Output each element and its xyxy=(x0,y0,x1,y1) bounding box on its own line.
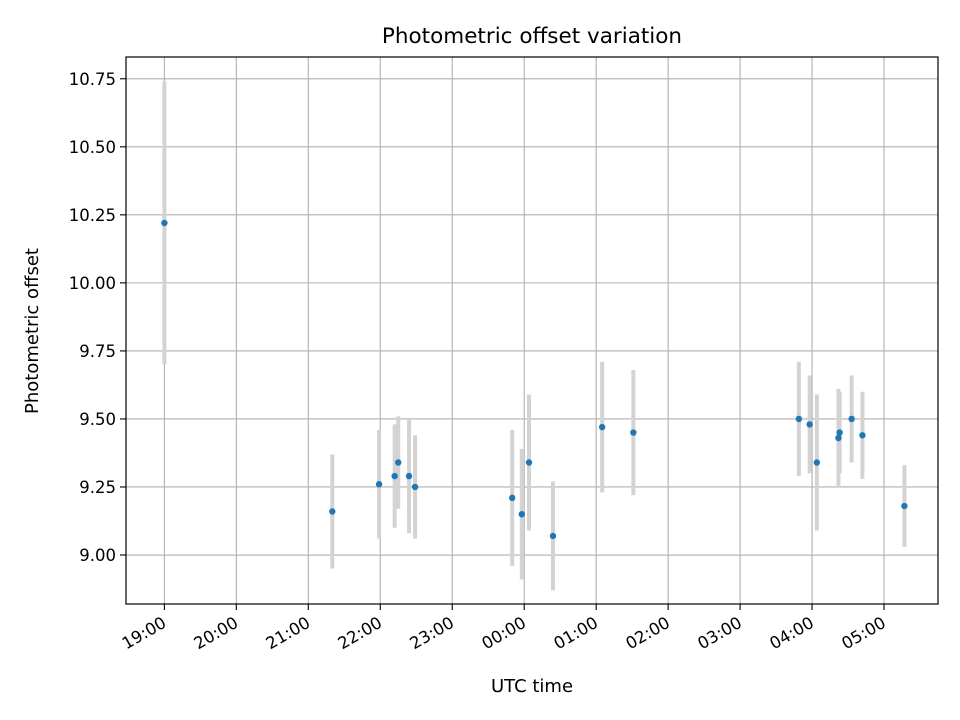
x-tick-label: 05:00 xyxy=(838,613,889,653)
y-tick-label: 9.00 xyxy=(79,546,116,565)
data-point xyxy=(848,415,855,423)
y-tick-label: 10.25 xyxy=(69,206,116,225)
x-tick-label: 04:00 xyxy=(766,613,817,653)
data-point xyxy=(549,532,557,540)
data-point xyxy=(806,421,813,428)
x-tick-label: 02:00 xyxy=(622,613,673,653)
x-tick-label: 20:00 xyxy=(191,613,242,653)
x-axis-label: UTC time xyxy=(491,676,573,697)
y-tick-label: 9.75 xyxy=(79,342,116,361)
grid xyxy=(126,57,938,604)
y-tick-label: 10.75 xyxy=(69,70,116,89)
y-tick-label: 10.00 xyxy=(69,274,116,293)
data-point xyxy=(630,429,637,436)
data-point xyxy=(509,494,516,502)
x-tick-label: 22:00 xyxy=(335,613,386,653)
data-point xyxy=(395,459,402,466)
x-tick-label: 21:00 xyxy=(263,613,314,653)
data-point xyxy=(813,459,821,466)
data-point xyxy=(525,459,533,466)
data-point xyxy=(329,508,336,515)
data-point xyxy=(835,434,842,442)
data-point xyxy=(598,423,606,431)
y-tick-label: 10.50 xyxy=(69,138,116,157)
x-tick-label: 01:00 xyxy=(550,613,601,653)
data-point xyxy=(161,219,168,227)
y-axis-ticks: 9.00 9.25 9.50 9.75 10.00 10.25 10.50 10.75 xyxy=(69,70,126,565)
data-point xyxy=(518,510,526,518)
y-axis-label: Photometric offset xyxy=(22,248,43,414)
y-tick-label: 9.25 xyxy=(79,478,116,497)
data-points xyxy=(161,219,908,540)
data-point xyxy=(411,483,419,491)
chart-title: Photometric offset variation xyxy=(382,24,682,49)
x-axis-ticks: 19:00 20:00 21:00 22:00 23:00 00:00 01:00 02:00… xyxy=(119,604,889,653)
data-point xyxy=(795,415,803,423)
y-tick-label: 9.50 xyxy=(79,410,116,429)
x-tick-label: 19:00 xyxy=(119,613,170,653)
error-bars xyxy=(162,81,907,591)
plot-area-frame xyxy=(125,56,939,605)
x-tick-label: 00:00 xyxy=(479,613,530,653)
x-tick-label: 03:00 xyxy=(694,613,745,653)
data-point xyxy=(391,472,398,480)
data-point xyxy=(859,432,866,439)
x-tick-label: 23:00 xyxy=(407,613,458,653)
data-point xyxy=(405,472,413,480)
data-point xyxy=(901,502,908,510)
data-point xyxy=(375,481,383,488)
data-point xyxy=(836,429,843,436)
